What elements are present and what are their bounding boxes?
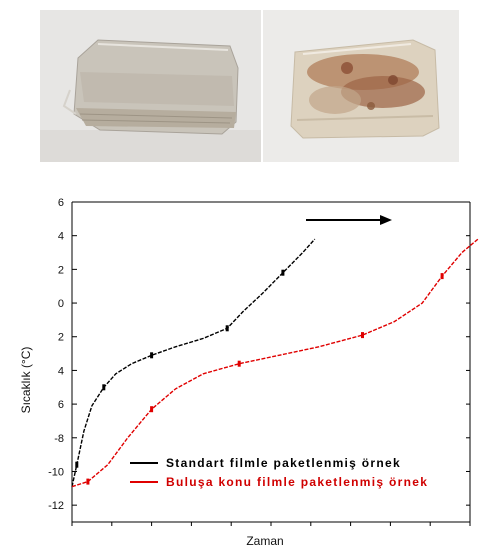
data-point-marker — [225, 325, 229, 332]
plot-frame — [71, 201, 471, 526]
y-tick-label: 0 — [58, 298, 64, 310]
legend-entry-invention: Buluşa konu filmle paketlenmiş örnek — [130, 475, 428, 489]
y-tick-label: 2 — [58, 264, 64, 276]
series-line-standard — [71, 238, 316, 487]
data-point-marker — [281, 269, 285, 276]
y-axis-ticks: 6 4 2 0 2 4 6 -8 -10 -12 — [48, 197, 470, 512]
y-tick-label: 6 — [58, 197, 64, 209]
data-point-marker — [237, 360, 241, 367]
y-tick-label: -10 — [48, 466, 64, 478]
y-tick-label: 4 — [58, 231, 64, 243]
data-point-marker — [361, 332, 364, 339]
data-point-marker — [75, 461, 79, 468]
y-axis-title: Sıcaklık (°C) — [19, 347, 33, 414]
data-point-marker — [440, 273, 444, 280]
legend-label-standard: Standart filmle paketlenmiş örnek — [166, 456, 401, 470]
y-tick-label: 4 — [58, 365, 64, 377]
x-axis-title: Zaman — [246, 534, 283, 548]
data-point-marker — [150, 406, 154, 413]
y-tick-label: -12 — [48, 500, 64, 512]
y-tick-label: -8 — [54, 433, 64, 445]
series-line-invention — [71, 238, 479, 488]
legend-label-invention: Buluşa konu filmle paketlenmiş örnek — [166, 475, 428, 489]
y-tick-label: 6 — [58, 399, 64, 411]
invention-film-sample-photo — [263, 10, 459, 162]
data-point-marker — [102, 384, 106, 391]
data-point-marker — [150, 352, 154, 359]
direction-arrow — [306, 215, 392, 225]
temperature-time-chart: 6 4 2 0 2 4 6 -8 -10 -12 Sıcaklık (°C) Zaman Stan… — [19, 197, 479, 548]
series-layer — [71, 238, 479, 488]
legend: Standart filmle paketlenmiş örnek Buluşa… — [130, 456, 428, 489]
y-tick-label: 2 — [58, 332, 64, 344]
standard-film-sample-photo — [40, 10, 261, 162]
legend-entry-standard: Standart filmle paketlenmiş örnek — [130, 456, 401, 470]
data-point-marker — [86, 478, 90, 485]
